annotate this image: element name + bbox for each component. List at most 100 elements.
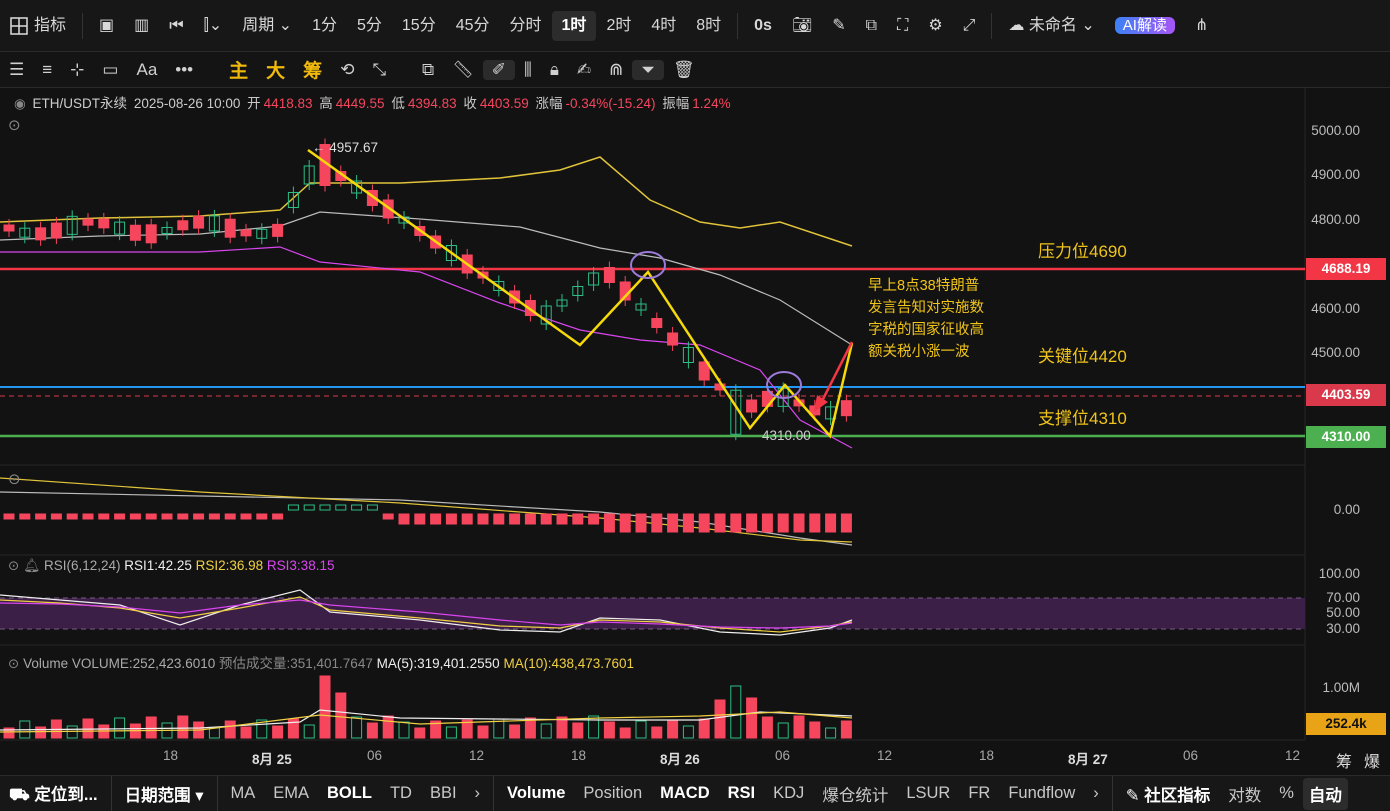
measure-icon[interactable]: ⤡ <box>372 59 387 79</box>
indicator-button[interactable]: 指标 <box>0 11 76 41</box>
volume-bar <box>208 727 220 739</box>
indicator-lsur[interactable]: LSUR <box>906 784 951 802</box>
macd-bar <box>208 513 220 520</box>
magnet-icon[interactable]: ⋒ <box>609 59 624 79</box>
collapse-icon[interactable]: ⊙ <box>8 558 20 573</box>
indicator-bbi[interactable]: BBI <box>429 784 457 802</box>
divider <box>1111 775 1113 811</box>
camera-icon[interactable]: 📷︎ <box>791 16 813 34</box>
candle-body <box>129 224 141 241</box>
interval-1h[interactable]: 1时 <box>551 10 597 41</box>
macd-bar <box>761 513 773 533</box>
copy-icon[interactable]: ⧉ <box>422 59 435 79</box>
volume-bar <box>114 717 126 739</box>
pencil-icon[interactable]: ✎ <box>832 16 846 34</box>
candle-body <box>682 347 694 363</box>
rewind-icon[interactable]: ⏮ <box>169 16 184 34</box>
macd-bar <box>635 513 647 533</box>
calendar-icon[interactable]: ▣ <box>99 16 115 34</box>
macd-bar <box>145 513 157 520</box>
log-scale-toggle[interactable]: 对数 <box>1228 786 1262 805</box>
indicator-td[interactable]: TD <box>389 784 412 802</box>
font-button[interactable]: Aa <box>136 59 158 79</box>
volume-bar <box>272 725 284 739</box>
filter-icon[interactable]: ⏷ <box>632 59 665 80</box>
indicator-position[interactable]: Position <box>583 784 643 802</box>
indicator-volume[interactable]: Volume <box>507 784 566 802</box>
interval-timeline[interactable]: 分时 <box>509 16 542 34</box>
indicator-kdj[interactable]: KDJ <box>773 784 805 802</box>
macd-bar <box>129 513 141 520</box>
expand-icon[interactable]: ⤢ <box>962 16 976 34</box>
rsi3-line <box>0 599 853 629</box>
volume-bar <box>588 715 600 739</box>
layout-name-dropdown[interactable]: ☁ 未命名 ⌄ <box>1008 16 1095 34</box>
collapse-icon[interactable]: ⊙ <box>8 656 20 671</box>
interval-1m[interactable]: 1分 <box>312 16 337 34</box>
interval-2h[interactable]: 2时 <box>606 16 632 34</box>
note-icon[interactable]: ✍ <box>576 59 592 79</box>
chevron-right-icon[interactable]: › <box>1093 784 1099 802</box>
indicator-ema[interactable]: EMA <box>273 784 310 802</box>
candle-body <box>572 286 584 296</box>
interval-5m[interactable]: 5分 <box>356 16 382 34</box>
collapse-icon[interactable]: ⊙ <box>8 117 21 134</box>
indicator-rsi[interactable]: RSI <box>727 784 756 802</box>
indicator-boll[interactable]: BOLL <box>327 784 372 802</box>
trash-icon[interactable]: 🗑︎ <box>673 59 695 79</box>
list-icon[interactable]: ☰ <box>9 59 25 79</box>
eye-icon[interactable]: ◉ <box>14 96 26 111</box>
sync-icon[interactable]: ⟲ <box>340 59 355 79</box>
candle-body <box>3 224 15 232</box>
date-range-dropdown[interactable]: 日期范围 ▾ <box>124 786 204 805</box>
locate-label: 定位到... <box>34 786 98 804</box>
community-indicators-button[interactable]: ✎ 社区指标 <box>1117 782 1219 806</box>
rectangle-icon[interactable]: ▭ <box>102 59 119 79</box>
indicator-macd[interactable]: MACD <box>660 784 710 802</box>
candle-tool-icon[interactable]: ⫼ <box>524 59 532 79</box>
indicator-liquidation[interactable]: 爆仓统计 <box>822 786 889 805</box>
interval-4h[interactable]: 4时 <box>651 16 677 34</box>
indicator-fundflow[interactable]: Fundflow <box>1008 784 1076 802</box>
settings-icon[interactable]: ⚙ <box>928 16 943 34</box>
price-chart[interactable] <box>0 88 1390 743</box>
amp-label: 振幅 <box>662 96 690 111</box>
macd-toggle-icon[interactable]: ⊙ <box>8 471 21 488</box>
candle-body <box>746 399 758 413</box>
boll-lower <box>0 246 853 449</box>
liquidation-toggle[interactable]: 爆 <box>1364 754 1381 771</box>
indicator-ma[interactable]: MA <box>230 784 256 802</box>
rsi-label: RSI(6,12,24) <box>43 558 121 573</box>
candle-body <box>177 220 189 231</box>
fullscreen-icon[interactable]: ⛶ <box>897 16 909 34</box>
add-window-icon[interactable]: ⧉ <box>865 16 878 34</box>
ruler-icon[interactable]: 📏︎ <box>452 59 474 79</box>
crosshair-icon[interactable]: ⊹ <box>70 59 85 79</box>
layout-icon[interactable]: ▥ <box>134 16 150 34</box>
indicator-fr[interactable]: FR <box>968 784 991 802</box>
candle-type-icon[interactable]: ⫿⌄ <box>203 16 223 34</box>
big-order-button[interactable]: 大 <box>266 61 286 82</box>
countdown-label: 0s <box>754 16 772 34</box>
macd-bar <box>35 513 47 520</box>
interval-15m[interactable]: 15分 <box>401 16 436 34</box>
lock-icon[interactable]: 🔒︎ <box>549 59 559 79</box>
chevron-right-icon[interactable]: › <box>474 784 481 802</box>
interval-45m[interactable]: 45分 <box>455 16 490 34</box>
share-icon[interactable]: ⋔ <box>1194 16 1209 34</box>
percent-toggle[interactable]: % <box>1279 784 1294 802</box>
drawing-toolbar: ☰ ≡ ⊹ ▭ Aa ••• 主 大 筹 ⟲ ⤡ ⧉ 📏︎ ✐ ⫼ 🔒︎ ✍ ⋒… <box>0 52 1390 88</box>
locate-button[interactable]: ⛟ 定位到... <box>0 781 107 806</box>
menu-icon[interactable]: ≡ <box>42 59 53 79</box>
period-dropdown[interactable]: 周期 ⌄ <box>242 16 293 34</box>
auto-scale-toggle[interactable]: 自动 <box>1302 777 1348 810</box>
interval-8h[interactable]: 8时 <box>696 16 722 34</box>
ai-interpret-button[interactable]: AI解读 <box>1105 11 1185 41</box>
current-price-tag: 4403.59 <box>1306 384 1386 406</box>
chip-button[interactable]: 筹 <box>303 61 323 82</box>
brush-icon[interactable]: ✐ <box>482 59 516 80</box>
bell-icon[interactable]: 🔔︎ <box>23 558 41 573</box>
more-button[interactable]: ••• <box>175 59 194 79</box>
chip-toggle[interactable]: 筹 <box>1336 754 1353 771</box>
main-chart-button[interactable]: 主 <box>229 61 249 82</box>
